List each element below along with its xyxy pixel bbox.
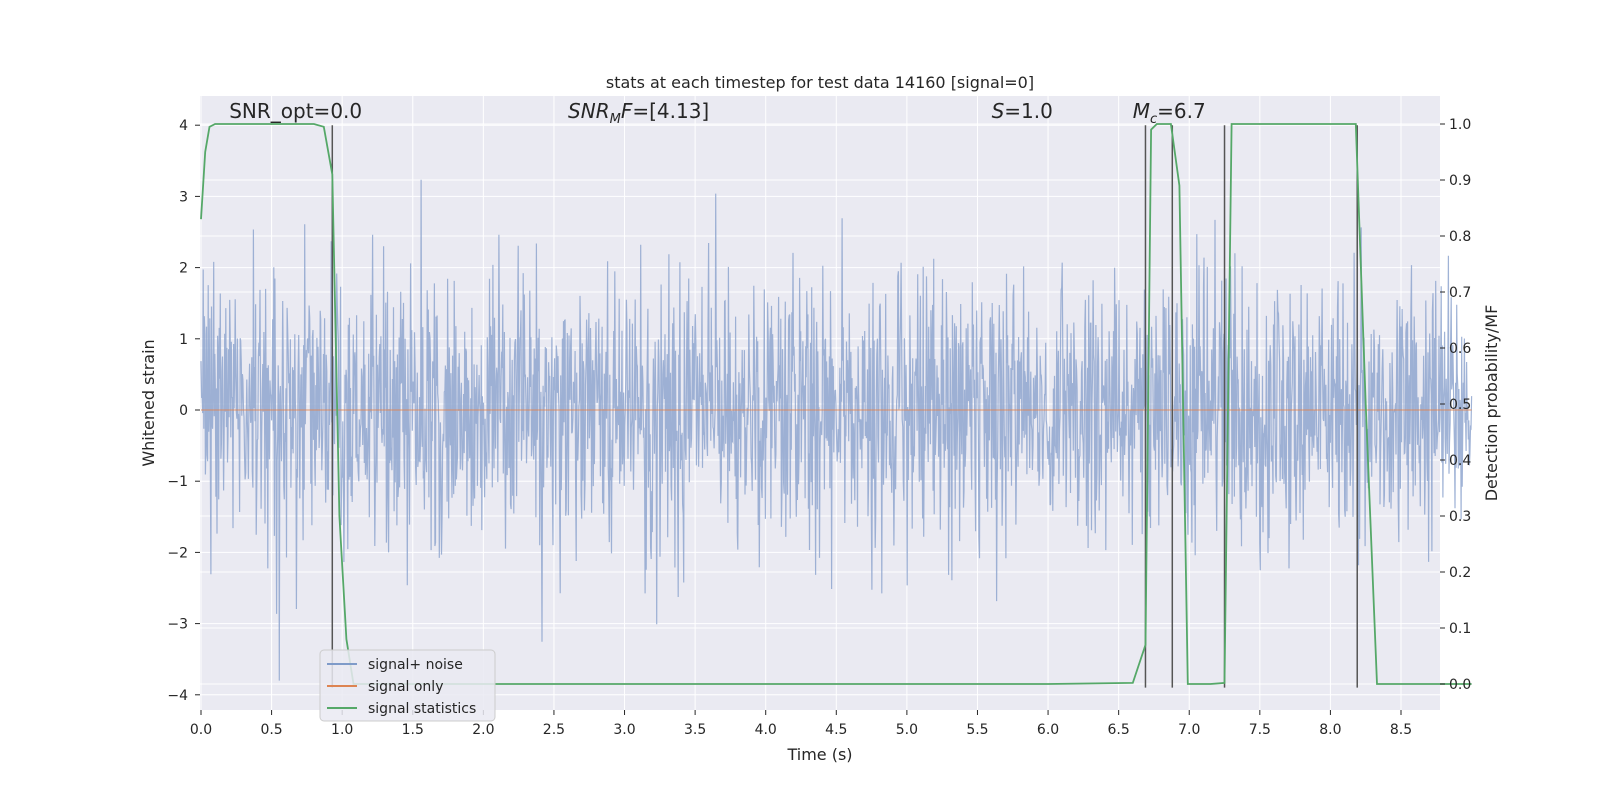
legend-label: signal only <box>368 679 443 695</box>
annotation-value: =6.7 <box>1157 99 1206 123</box>
y-right-tick-label: 0.1 <box>1449 621 1471 637</box>
legend-box <box>319 649 496 722</box>
y-right-tick-label: 0.8 <box>1449 229 1471 245</box>
legend-label: signal+ noise <box>368 657 463 673</box>
y-left-tick-label: −2 <box>167 545 188 561</box>
x-tick-label: 1.5 <box>402 722 424 738</box>
annotation: S=1.0 <box>992 99 1053 123</box>
annotation-symbol-tail: F <box>621 99 633 123</box>
x-axis-ticks: 0.0 0.5 1.0 1.5 2.0 2.5 3.0 3.5 4.0 4.5 5.0 5.5 6.0 6… <box>190 710 1412 738</box>
x-tick-label: 4.0 <box>755 722 777 738</box>
x-tick-label: 0.0 <box>190 722 212 738</box>
noise-trace <box>200 179 1473 681</box>
y-right-tick-label: 0.6 <box>1449 341 1471 357</box>
y-right-tick-label: 0.5 <box>1449 397 1471 413</box>
annotations: SNR_opt=0.0 SNRMF=[4.13] S=1.0 Mc=6.7 <box>229 99 1206 127</box>
y-right-tick-label: 0.9 <box>1449 173 1471 189</box>
y-right-tick-label: 1.0 <box>1449 117 1471 133</box>
y-right-tick-label: 0.0 <box>1449 677 1471 693</box>
x-tick-label: 3.5 <box>684 722 706 738</box>
y-right-tick-label: 0.2 <box>1449 565 1471 581</box>
legend-label: signal statistics <box>368 701 476 717</box>
y-right-tick-label: 0.7 <box>1449 285 1471 301</box>
y-left-tick-label: 4 <box>179 118 188 134</box>
annotation: Mc=6.7 <box>1133 99 1206 127</box>
annotation-subscript: c <box>1150 112 1157 127</box>
chart-title: stats at each timestep for test data 141… <box>606 73 1034 92</box>
y-right-axis-ticks: 1.0 0.9 0.8 0.7 0.6 0.5 0.4 0.3 0.2 0.1 0.0 <box>1440 117 1471 693</box>
legend: signal+ noise signal only signal statistic… <box>319 649 496 722</box>
x-tick-label: 6.0 <box>1037 722 1059 738</box>
y-left-tick-label: −3 <box>167 617 188 633</box>
y-left-tick-label: −4 <box>167 688 188 704</box>
x-tick-label: 3.0 <box>613 722 635 738</box>
y-right-tick-label: 0.4 <box>1449 453 1471 469</box>
x-tick-label: 6.5 <box>1108 722 1130 738</box>
annotation-value: =[4.13] <box>632 99 709 123</box>
y-left-axis-ticks: 4 3 2 1 0 −1 −2 −3 −4 <box>167 118 200 704</box>
x-tick-label: 4.5 <box>825 722 847 738</box>
x-tick-label: 0.5 <box>260 722 282 738</box>
annotation-subscript: M <box>610 112 621 127</box>
annotation-symbol: M <box>1133 99 1150 123</box>
annotation: SNRMF=[4.13] <box>568 99 709 127</box>
x-tick-label: 1.0 <box>331 722 353 738</box>
x-tick-label: 7.5 <box>1249 722 1271 738</box>
y-left-tick-label: 3 <box>179 189 188 205</box>
y-left-tick-label: 2 <box>179 261 188 277</box>
annotation-value: =1.0 <box>1004 99 1053 123</box>
series-signal-noise <box>200 179 1473 681</box>
x-tick-label: 5.0 <box>896 722 918 738</box>
x-tick-label: 2.5 <box>543 722 565 738</box>
annotation: SNR_opt=0.0 <box>229 99 362 123</box>
x-tick-label: 5.5 <box>966 722 988 738</box>
statistics-trace <box>200 123 1472 685</box>
series-signal-statistics <box>200 123 1472 685</box>
x-tick-label: 8.0 <box>1319 722 1341 738</box>
y-right-tick-label: 0.3 <box>1449 509 1471 525</box>
y-right-axis-label: Detection probability/MF <box>1482 305 1501 502</box>
x-axis-label: Time (s) <box>786 745 852 764</box>
y-left-tick-label: −1 <box>167 474 188 490</box>
y-left-axis-label: Whitened strain <box>139 339 158 466</box>
x-gridlines <box>200 96 1402 710</box>
x-tick-label: 7.0 <box>1178 722 1200 738</box>
annotation-value: F=[4.13] <box>621 99 709 123</box>
y-left-tick-label: 1 <box>179 332 188 348</box>
annotation-symbol: SNR <box>568 99 610 123</box>
annotation-symbol: S <box>992 99 1005 123</box>
x-tick-label: 8.5 <box>1390 722 1412 738</box>
x-tick-label: 2.0 <box>472 722 494 738</box>
y-left-tick-label: 0 <box>179 403 188 419</box>
